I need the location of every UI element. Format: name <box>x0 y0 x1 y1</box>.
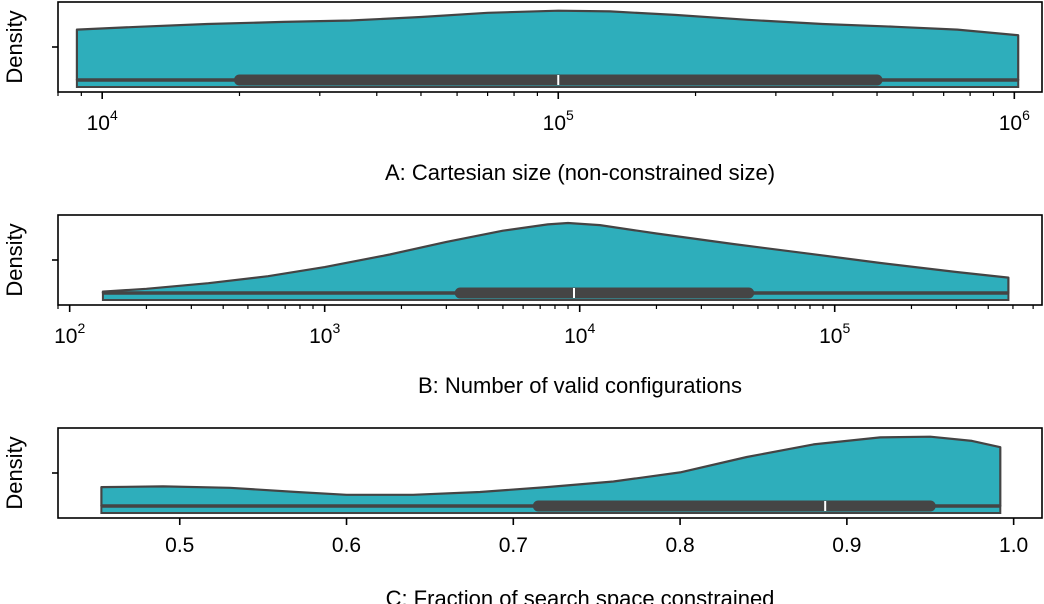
x-tick-label-c: 0.5 <box>165 534 194 557</box>
x-tick-label-b: 105 <box>819 320 850 348</box>
x-tick-label-b: 104 <box>564 320 595 348</box>
y-axis-label-a: Density <box>2 10 27 83</box>
panel-a: Density 104 105 106 A: Cartesian size (non-c… <box>2 1 1043 185</box>
violin-body-a <box>75 9 1020 82</box>
x-tick-label-c: 1.0 <box>999 534 1028 557</box>
x-tick-label-c: 0.7 <box>499 534 528 557</box>
x-tick-label-b: 103 <box>309 320 340 348</box>
x-axis-label-b: B: Number of valid configurations <box>418 373 742 398</box>
x-tick-label-c: 0.6 <box>332 534 361 557</box>
x-tick-label-c: 0.8 <box>665 534 694 557</box>
x-tick-label-a: 105 <box>543 107 574 135</box>
y-axis-label-b: Density <box>2 223 27 296</box>
x-tick-label-a: 104 <box>87 107 118 135</box>
panel-c: Density 0.5 0.6 0.7 0.8 0.9 1.0 C: Fraction of … <box>2 427 1043 604</box>
violin-body-c <box>100 435 1002 508</box>
x-tick-label-b: 102 <box>54 320 85 348</box>
panel-b: Density 102 103 104 105 B: Number of valid co… <box>2 214 1043 398</box>
violin-body-b <box>101 221 1010 295</box>
x-tick-label-a: 106 <box>999 107 1030 135</box>
x-tick-label-c: 0.9 <box>832 534 861 557</box>
y-axis-label-c: Density <box>2 436 27 509</box>
x-axis-label-a: A: Cartesian size (non-constrained size) <box>385 160 775 185</box>
x-axis-label-c: C: Fraction of search space constrained <box>386 586 775 604</box>
